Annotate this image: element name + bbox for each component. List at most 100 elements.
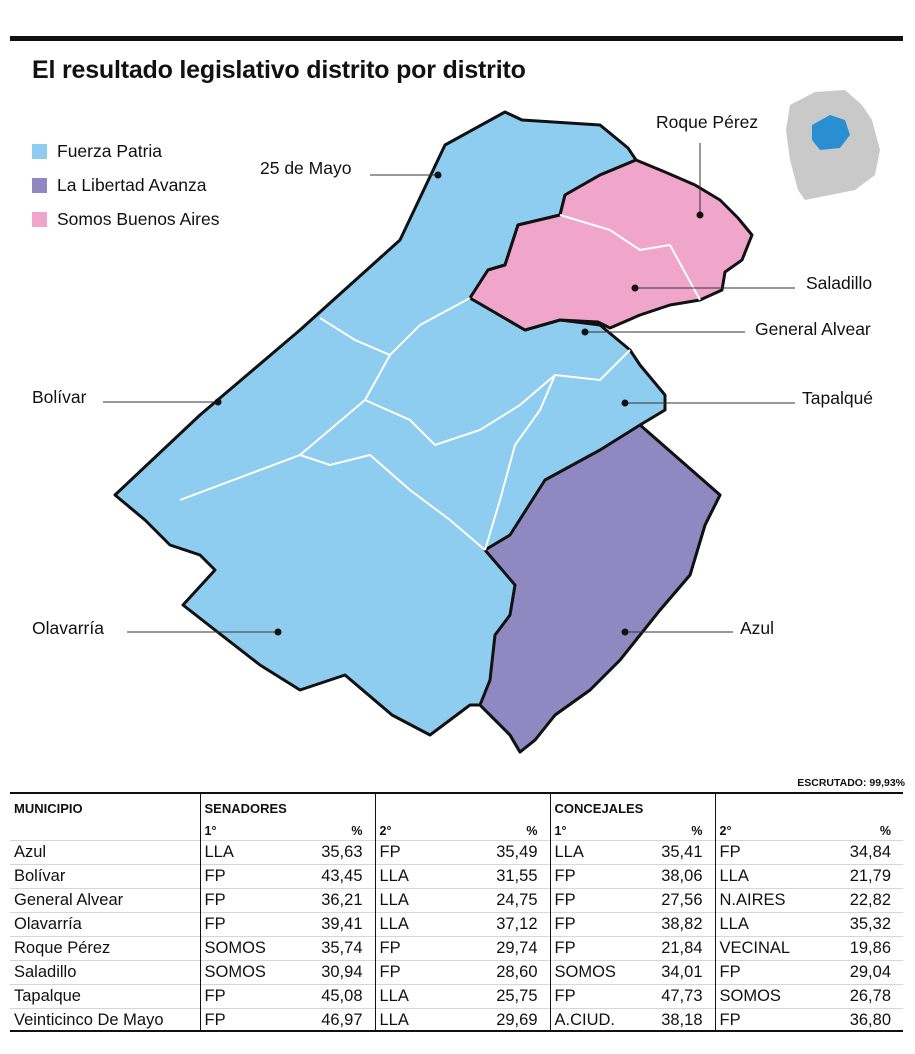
cell-s1: FP <box>199 864 275 889</box>
cell-s2: LLA <box>374 912 450 937</box>
cell-municipio: Veinticinco De Mayo <box>10 1008 200 1032</box>
cell-c1p: 47,73 <box>625 984 715 1009</box>
cell-s2: LLA <box>374 984 450 1009</box>
cell-s1p: 39,41 <box>275 912 375 937</box>
cell-c1p: 38,18 <box>625 1008 715 1032</box>
cell-s1p: 30,94 <box>275 960 375 985</box>
district-label-tapalque: Tapalqué <box>802 388 874 408</box>
cell-s1: FP <box>199 888 275 913</box>
table-row: Bolívar FP 43,45 LLA 31,55 FP 38,06 LLA 21,79 <box>10 864 903 889</box>
cell-s2: FP <box>374 960 450 985</box>
cell-s2: LLA <box>374 864 450 889</box>
cell-c1p: 21,84 <box>625 936 715 961</box>
cell-c2: VECINAL <box>714 936 805 961</box>
cell-municipio: Bolívar <box>10 864 200 889</box>
legend-item-fuerza-patria: Fuerza Patria <box>32 134 219 168</box>
header-second: 2° <box>714 822 805 841</box>
cell-municipio: Tapalque <box>10 984 200 1009</box>
table-row: General Alvear FP 36,21 LLA 24,75 FP 27,56 N.AI… <box>10 888 903 913</box>
cell-municipio: Azul <box>10 840 200 865</box>
district-label-roque-perez: Roque Pérez <box>656 112 759 132</box>
leader-lines <box>103 143 795 633</box>
cell-c2p: 26,78 <box>805 984 903 1009</box>
header-pct: % <box>691 824 703 838</box>
top-rule <box>10 36 903 41</box>
escrutado-note: ESCRUTADO: 99,93% <box>797 777 905 789</box>
cell-s1p: 45,08 <box>275 984 375 1009</box>
table-row: Saladillo SOMOS 30,94 FP 28,60 SOMOS 34,01 FP 29… <box>10 960 903 985</box>
cell-c1: A.CIUD. <box>549 1008 625 1032</box>
cell-municipio: Olavarría <box>10 912 200 937</box>
cell-c1p: 38,82 <box>625 912 715 937</box>
page-title: El resultado legislativo distrito por di… <box>32 56 526 84</box>
cell-s1: FP <box>199 984 275 1009</box>
cell-s1: SOMOS <box>199 960 275 985</box>
cell-s1p: 35,74 <box>275 936 375 961</box>
cell-c2: FP <box>714 960 805 985</box>
cell-c2p: 36,80 <box>805 1008 903 1032</box>
cell-s2: LLA <box>374 1008 450 1032</box>
legend-swatch-lla <box>32 177 47 193</box>
cell-s2p: 35,49 <box>450 840 550 865</box>
cell-s1p: 35,63 <box>275 840 375 865</box>
cell-s1: FP <box>199 1008 275 1032</box>
cell-c1p: 35,41 <box>625 840 715 865</box>
header-first: 1° <box>549 822 625 841</box>
district-map <box>103 90 880 754</box>
cell-c2p: 22,82 <box>805 888 903 913</box>
district-label-azul: Azul <box>740 618 775 638</box>
cell-s1: FP <box>199 912 275 937</box>
header-pct: % <box>879 824 891 838</box>
cell-c1: LLA <box>549 840 625 865</box>
district-borders <box>179 214 701 551</box>
cell-s1: SOMOS <box>199 936 275 961</box>
cell-c2: FP <box>714 1008 805 1032</box>
cell-c1p: 27,56 <box>625 888 715 913</box>
table-row: Azul LLA 35,63 FP 35,49 LLA 35,41 FP 34,84 <box>10 840 903 865</box>
cell-c2p: 29,04 <box>805 960 903 985</box>
legend-item-somos: Somos Buenos Aires <box>32 202 219 236</box>
region-libertad-avanza <box>478 423 722 754</box>
cell-s2p: 24,75 <box>450 888 550 913</box>
cell-c1: FP <box>549 864 625 889</box>
cell-s2p: 29,74 <box>450 936 550 961</box>
legend-item-libertad-avanza: La Libertad Avanza <box>32 168 219 202</box>
legend-label: La Libertad Avanza <box>57 174 207 195</box>
locator-map-inset <box>786 90 880 200</box>
cell-s2: LLA <box>374 888 450 913</box>
district-label-general-alvear: General Alvear <box>755 319 871 339</box>
district-label-saladillo: Saladillo <box>806 273 873 293</box>
district-label-olavarria: Olavarría <box>32 618 104 638</box>
cell-s1p: 36,21 <box>275 888 375 913</box>
cell-c1p: 38,06 <box>625 864 715 889</box>
legend: Fuerza Patria La Libertad Avanza Somos B… <box>32 134 219 236</box>
cell-s2: FP <box>374 840 450 865</box>
legend-label: Fuerza Patria <box>57 140 163 161</box>
header-concejales: CONCEJALES <box>549 794 715 822</box>
cell-s1: LLA <box>199 840 275 865</box>
legend-label: Somos Buenos Aires <box>57 208 220 229</box>
header-pct: % <box>351 824 363 838</box>
cell-c2: LLA <box>714 864 805 889</box>
cell-municipio: General Alvear <box>10 888 200 913</box>
cell-c1: FP <box>549 912 625 937</box>
cell-s2p: 25,75 <box>450 984 550 1009</box>
cell-c2p: 35,32 <box>805 912 903 937</box>
district-label-25-de-mayo: 25 de Mayo <box>260 158 352 178</box>
table-row: Olavarría FP 39,41 LLA 37,12 FP 38,82 LLA 35,32 <box>10 912 903 937</box>
header-municipio: MUNICIPIO <box>14 801 83 816</box>
cell-s2p: 29,69 <box>450 1008 550 1032</box>
cell-s2: FP <box>374 936 450 961</box>
cell-c2p: 34,84 <box>805 840 903 865</box>
legend-swatch-somos <box>32 211 47 227</box>
cell-s2p: 28,60 <box>450 960 550 985</box>
cell-s2p: 31,55 <box>450 864 550 889</box>
cell-c1: FP <box>549 888 625 913</box>
table-row: Tapalque FP 45,08 LLA 25,75 FP 47,73 SOMOS 26,78 <box>10 984 903 1009</box>
cell-municipio: Saladillo <box>10 960 200 985</box>
cell-c2: LLA <box>714 912 805 937</box>
header-pct: % <box>526 824 538 838</box>
cell-c2: FP <box>714 840 805 865</box>
cell-s1p: 43,45 <box>275 864 375 889</box>
table-row: Veinticinco De Mayo FP 46,97 LLA 29,69 A.CIUD… <box>10 1008 903 1032</box>
